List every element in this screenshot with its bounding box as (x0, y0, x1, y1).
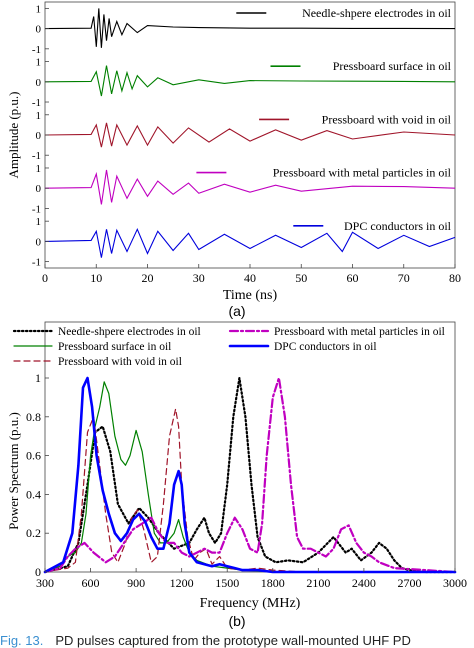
legend-label-pressboard-with-metal-particles-in-oil: Pressboard with metal particles in oil (273, 166, 452, 180)
panel-a-trace-legends: Needle-shpere electrodes in oil Pressboar… (196, 6, 452, 233)
panel-b-label: (b) (228, 613, 245, 629)
panel-b-y-ticks: 0 0.2 0.4 0.6 0.8 1 (26, 371, 49, 579)
b-legend-label-pressboard-with-metal-particles-in-oil: Pressboard with metal particles in oil (274, 326, 445, 338)
b-ytick-label: 0.6 (26, 449, 41, 463)
spectrum-dpc-conductors-in-oil (43, 376, 457, 574)
panel-a-traces (44, 8, 456, 258)
a-ytick-label: 1 (36, 57, 42, 69)
b-xtick-label: 2400 (352, 576, 376, 590)
panel-a-y-ticks: -101-101-101-101-101 (32, 3, 49, 269)
a-ytick-label: 0 (36, 130, 42, 142)
panel-b-x-ticks: 300 600 900 1200 1500 1800 2100 2400 2700 3000 (36, 568, 467, 590)
legend-label-pressboard-surface-in-oil: Pressboard surface in oil (333, 59, 452, 73)
panel-b-power-spectrum: Needle-shpere electrodes in oil Pressboar… (6, 321, 467, 629)
a-ytick-label: 1 (36, 110, 42, 122)
panel-b-y-axis-label: Power Spectrum (p.u.) (6, 412, 21, 530)
panel-a-y-axis-label: Amplitude (p.u.) (6, 91, 21, 178)
trace-needle-shpere-electrodes-in-oil (44, 8, 456, 48)
b-legend-label-dpc-conductors-in-oil: DPC conductors in oil (274, 341, 377, 353)
panel-a-label: (a) (228, 303, 245, 319)
panel-b-series-lines (43, 376, 457, 574)
a-xtick-label: 60 (347, 271, 359, 285)
panel-b-legend: Needle-shpere electrodes in oil Pressboar… (12, 326, 445, 368)
figure-caption-text: PD pulses captured from the prototype wa… (55, 633, 411, 648)
b-ytick-label: 0.8 (26, 410, 41, 424)
panel-b-frame (44, 321, 456, 573)
b-xtick-label: 2700 (397, 576, 421, 590)
b-xtick-label: 3000 (443, 576, 467, 590)
a-xtick-label: 50 (295, 271, 307, 285)
b-ytick-label: 0.2 (26, 526, 41, 540)
b-ytick-label: 0.4 (26, 487, 41, 501)
legend-label-needle-shpere-electrodes-in-oil: Needle-shpere electrodes in oil (302, 6, 452, 20)
figure-caption-label: Fig. 13. (0, 633, 44, 648)
b-legend-label-pressboard-with-void-in-oil: Pressboard with void in oil (58, 356, 182, 368)
panel-a-x-axis-label: Time (ns) (223, 288, 278, 303)
a-xtick-label: 40 (244, 271, 256, 285)
a-ytick-label: 0 (36, 236, 42, 248)
legend-label-dpc-conductors-in-oil: DPC conductors in oil (344, 219, 452, 233)
a-ytick-label: 1 (36, 163, 42, 175)
b-ytick-label: 1 (35, 371, 41, 385)
b-xtick-label: 600 (82, 576, 100, 590)
a-ytick-label: 1 (36, 3, 42, 15)
a-xtick-label: 0 (42, 271, 48, 285)
b-xtick-label: 1500 (215, 576, 239, 590)
a-xtick-label: 70 (398, 271, 410, 285)
a-ytick-label: -1 (32, 203, 41, 215)
b-xtick-label: 1800 (261, 576, 285, 590)
spectrum-needle-shpere-electrodes-in-oil (43, 376, 457, 574)
trace-pressboard-with-metal-particles-in-oil (44, 169, 456, 205)
a-xtick-label: 20 (142, 271, 154, 285)
a-ytick-label: 0 (36, 77, 42, 89)
b-xtick-label: 1200 (170, 576, 194, 590)
a-xtick-label: 10 (90, 271, 102, 285)
a-xtick-label: 80 (449, 271, 461, 285)
a-ytick-label: -1 (32, 97, 41, 109)
b-xtick-label: 300 (36, 576, 54, 590)
a-ytick-label: 0 (36, 24, 42, 36)
a-ytick-label: 1 (36, 216, 42, 228)
legend-label-pressboard-with-void-in-oil: Pressboard with void in oil (322, 112, 452, 126)
a-xtick-label: 30 (193, 271, 205, 285)
trace-pressboard-surface-in-oil (44, 65, 456, 97)
panel-b-x-axis-label: Frequency (MHz) (200, 596, 301, 611)
trace-dpc-conductors-in-oil (44, 227, 456, 258)
b-legend-label-pressboard-surface-in-oil: Pressboard surface in oil (58, 341, 171, 353)
spectrum-pressboard-with-metal-particles-in-oil (43, 376, 457, 574)
a-ytick-label: 0 (36, 183, 42, 195)
trace-pressboard-with-void-in-oil (44, 122, 456, 148)
b-legend-label-needle-shpere-electrodes-in-oil: Needle-shpere electrodes in oil (58, 326, 201, 338)
a-ytick-label: -1 (32, 44, 41, 56)
a-ytick-label: -1 (32, 150, 41, 162)
panel-a-time-traces: -101-101-101-101-101 0 10 20 30 40 50 60 70 80 N… (6, 1, 461, 319)
b-ytick-label: 0 (35, 565, 41, 579)
b-xtick-label: 2100 (306, 576, 330, 590)
panel-a-x-ticks: 0 10 20 30 40 50 60 70 80 (42, 264, 461, 285)
a-ytick-label: -1 (32, 257, 41, 269)
b-xtick-label: 900 (127, 576, 145, 590)
figure-caption: Fig. 13. PD pulses captured from the prot… (0, 633, 474, 648)
